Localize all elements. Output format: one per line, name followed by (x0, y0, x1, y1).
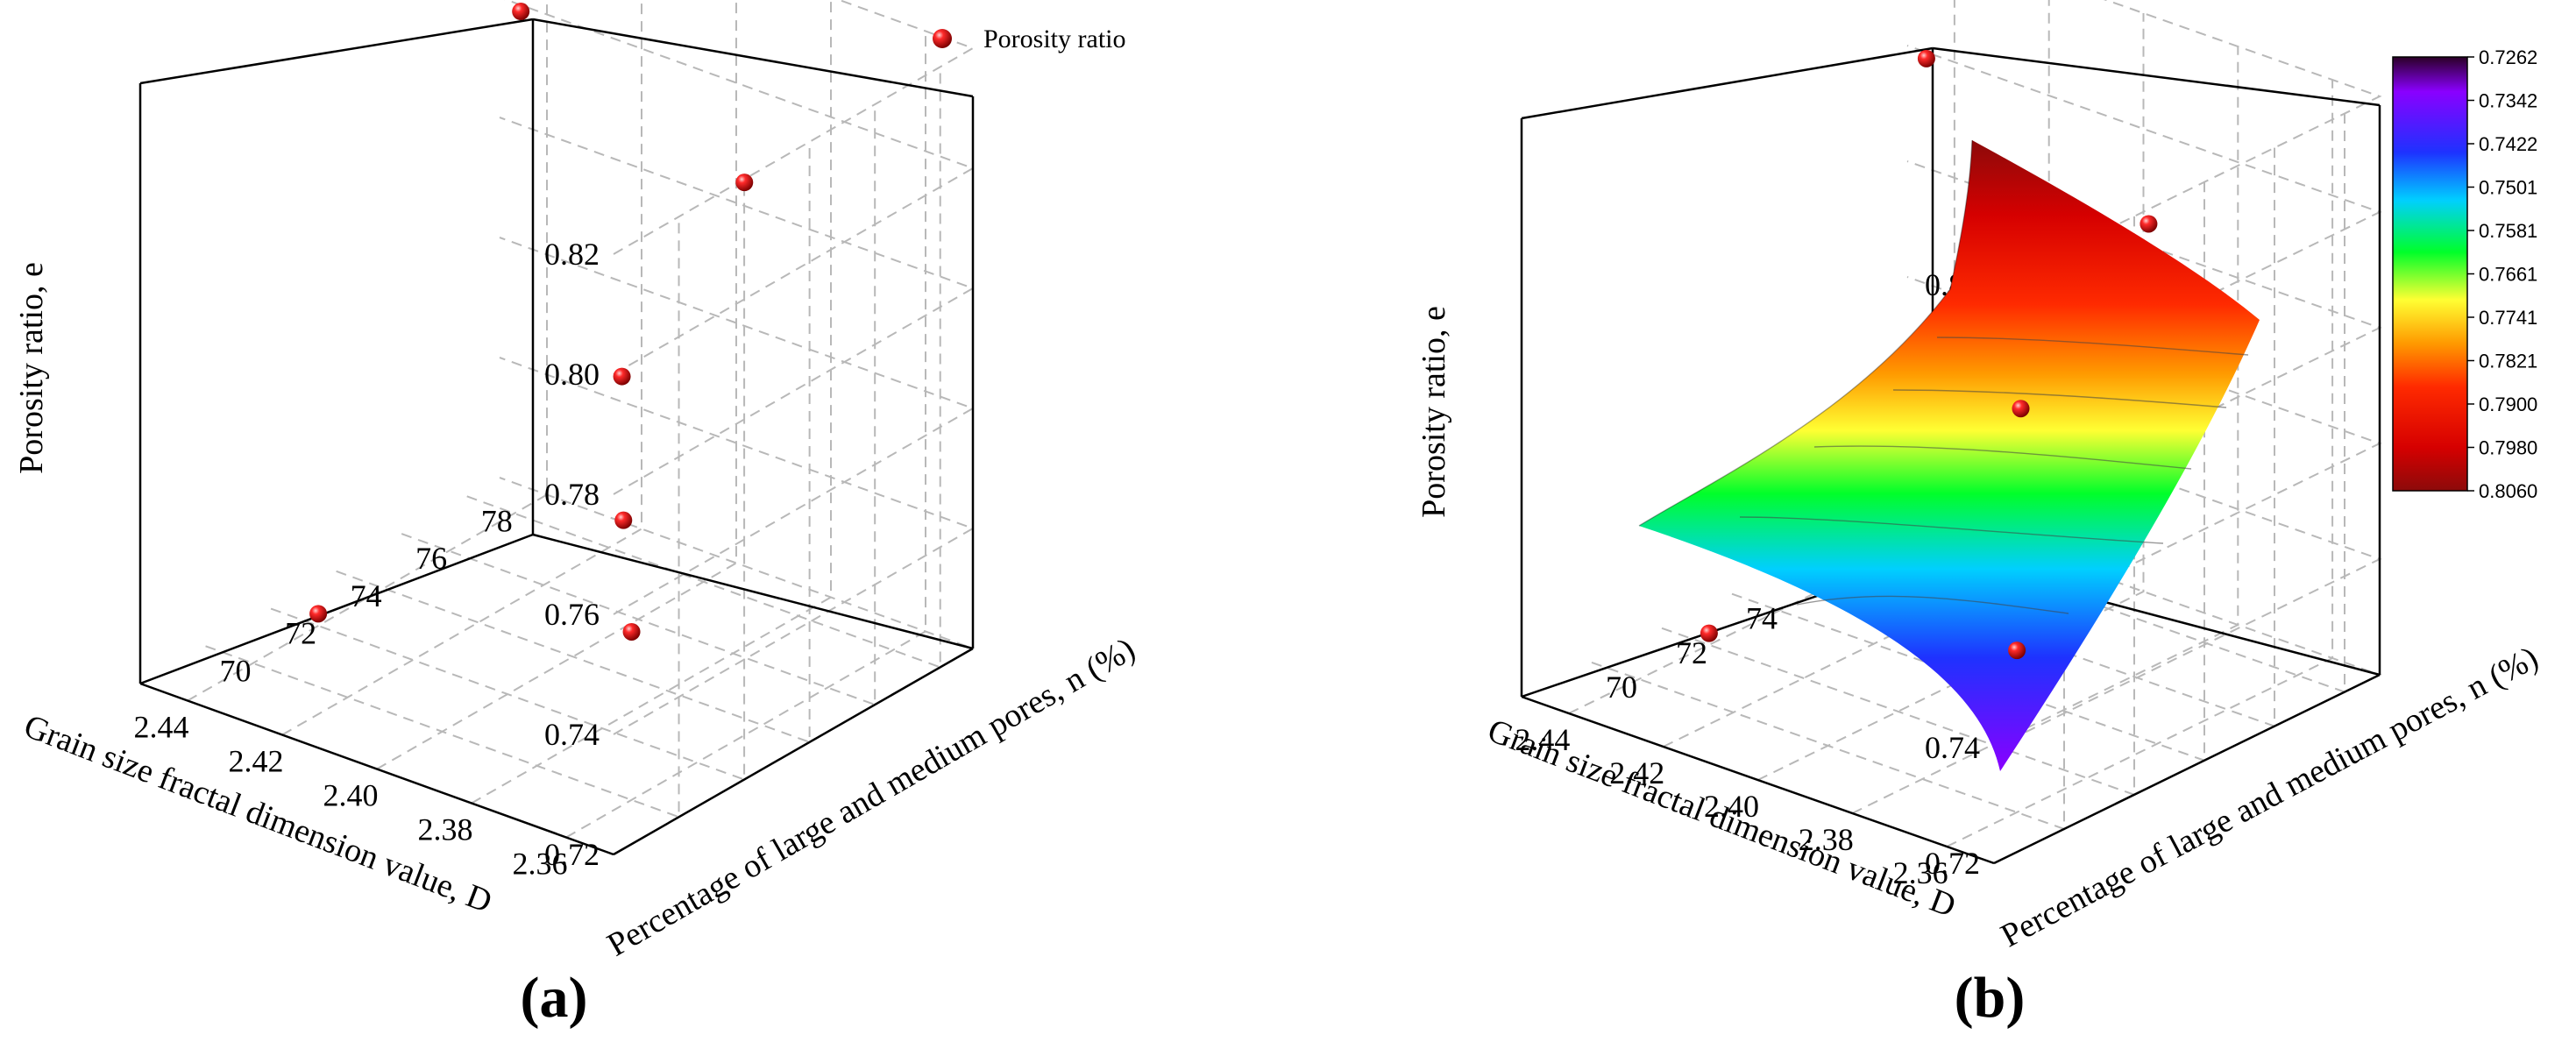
data-point (512, 3, 530, 21)
z-tick-label: 0.78 (544, 477, 600, 512)
panel-a-x-ticks: 2.36 2.38 2.40 2.42 2.44 (134, 710, 568, 882)
panel-b-z-axis-label: Porosity ratio, e (1416, 306, 1452, 518)
panel-a-z-ticks: 0.72 0.74 0.76 0.78 0.80 0.82 (544, 237, 600, 872)
x-tick-label: 2.36 (1893, 855, 1948, 890)
panel-a-points (309, 3, 754, 641)
x-tick-label: 2.36 (513, 847, 568, 882)
z-tick-label: 0.82 (544, 237, 600, 272)
panel-b-chart: 0.720.740.760.780.800.82 2.362.382.402.4… (1416, 0, 2544, 1030)
data-point (309, 605, 328, 623)
y-gridline (466, 67, 941, 669)
panel-a-legend: Porosity ratio (933, 25, 1126, 53)
z-tick-label: 0.76 (544, 597, 600, 632)
y-tick-label: 74 (1746, 601, 1778, 636)
x-tick-label: 2.38 (1799, 822, 1854, 857)
panel-b-x-ticks: 2.36 2.38 2.40 2.42 2.44 (1515, 722, 1948, 890)
panel-a-z-axis-label: Porosity ratio, e (13, 262, 50, 474)
colorbar-tick-label: 0.7661 (2479, 264, 2537, 286)
x-gridline (565, 31, 926, 839)
data-point (2012, 400, 2030, 418)
data-point (622, 622, 641, 641)
panel-label-b: (b) (1955, 966, 2026, 1030)
z-tick-label: 0.72 (1925, 846, 1980, 881)
panel-a-gridlines (187, 0, 976, 855)
colorbar-tick-label: 0.7900 (2479, 393, 2537, 415)
x-gridline (376, 0, 737, 770)
z-tick-label: 0.74 (544, 717, 600, 752)
colorbar: 0.7262 0.7342 0.7422 0.7501 0.7581 0.7661 0.77… (2392, 46, 2537, 502)
panel-label-a: (a) (521, 966, 588, 1030)
fitted-surface (1638, 139, 2260, 771)
legend-marker (933, 29, 952, 48)
colorbar-tick-label: 0.7741 (2479, 307, 2537, 329)
y-tick-label: 76 (415, 541, 447, 576)
z-tick-label: 0.72 (544, 837, 600, 872)
colorbar-tick-label: 0.7501 (2479, 177, 2537, 199)
x-gridline (1851, 46, 2239, 814)
panel-a-y-ticks: 70 72 74 76 78 (220, 503, 513, 688)
data-point (735, 174, 754, 192)
panel-b-x-axis-label: Grain size fractal dimension value, D (1483, 712, 1961, 925)
y-gridline (336, 141, 811, 744)
x-tick-label: 2.44 (134, 710, 189, 745)
x-tick-label: 2.40 (323, 778, 379, 813)
panel-b-points (1700, 49, 2158, 660)
panel-a-frame (138, 18, 975, 856)
panel-a-y-axis-label: Percentage of large and medium pores, n … (601, 631, 1141, 964)
y-tick-label: 74 (351, 578, 382, 613)
colorbar-tick-label: 0.8060 (2479, 480, 2537, 502)
data-point (2008, 641, 2026, 660)
colorbar-tick-label: 0.7342 (2479, 90, 2537, 112)
z-gridline (1993, 0, 2382, 286)
data-point (1917, 49, 1935, 67)
x-gridline (281, 0, 642, 736)
x-tick-label: 2.44 (1515, 722, 1570, 757)
y-tick-label: 72 (285, 616, 316, 651)
y-gridline (270, 179, 746, 781)
colorbar-gradient (2392, 56, 2468, 492)
colorbar-tick-label: 0.7581 (2479, 220, 2537, 242)
z-tick-label: 0.74 (1925, 730, 1980, 765)
data-point (2140, 215, 2158, 233)
x-gridline (1946, 80, 2334, 847)
y-tick-label: 72 (1676, 635, 1707, 670)
y-tick-label: 70 (220, 653, 252, 688)
x-tick-label: 2.42 (1609, 755, 1664, 790)
y-gridline (401, 104, 876, 706)
y-tick-label: 78 (481, 503, 513, 538)
y-tick-label: 70 (1606, 670, 1637, 705)
colorbar-ticks: 0.7262 0.7342 0.7422 0.7501 0.7581 0.7661 0.77… (2467, 46, 2537, 502)
x-tick-label: 2.40 (1704, 789, 1759, 824)
x-gridline (1757, 13, 2145, 781)
colorbar-tick-label: 0.7980 (2479, 437, 2537, 459)
colorbar-tick-label: 0.7262 (2479, 46, 2537, 68)
y-gridline (205, 216, 680, 819)
x-tick-label: 2.38 (418, 812, 473, 847)
x-gridline (187, 0, 548, 702)
colorbar-tick-label: 0.7821 (2479, 351, 2537, 372)
data-point (613, 367, 631, 386)
z-tick-label: 0.80 (544, 357, 600, 392)
x-gridline (471, 0, 832, 804)
panel-b-y-axis-label: Percentage of large and medium pores, n … (1995, 640, 2544, 955)
x-tick-label: 2.42 (229, 744, 284, 779)
colorbar-tick-label: 0.7422 (2479, 133, 2537, 155)
data-point (1700, 624, 1718, 642)
legend-label: Porosity ratio (983, 25, 1126, 53)
data-point (614, 511, 633, 529)
panel-a-chart: 0.72 0.74 0.76 0.78 0.80 0.82 2.36 2.38 2.40 2.4… (13, 0, 1141, 1030)
